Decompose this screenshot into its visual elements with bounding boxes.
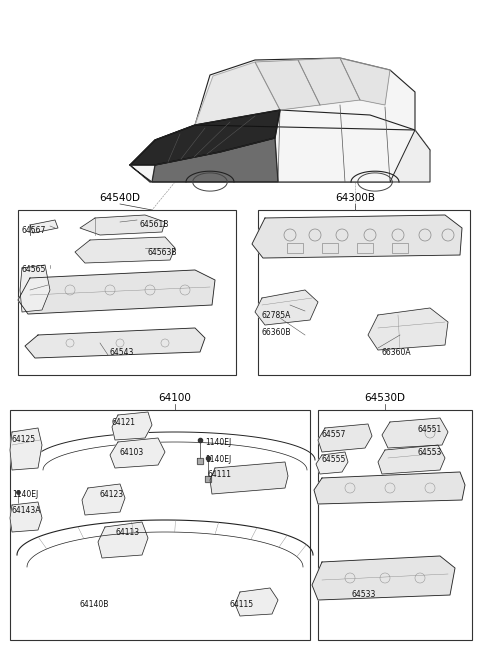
Polygon shape bbox=[368, 308, 448, 350]
Text: 64567: 64567 bbox=[22, 226, 47, 235]
Text: 64533: 64533 bbox=[352, 590, 376, 599]
Bar bbox=[18, 210, 236, 375]
Polygon shape bbox=[205, 476, 211, 482]
Polygon shape bbox=[252, 215, 462, 258]
Text: 64140B: 64140B bbox=[80, 600, 109, 609]
Bar bbox=[392, 243, 408, 253]
Polygon shape bbox=[112, 412, 152, 440]
Polygon shape bbox=[10, 502, 42, 532]
Polygon shape bbox=[378, 445, 445, 474]
Text: 64123: 64123 bbox=[100, 490, 124, 499]
Polygon shape bbox=[80, 215, 165, 235]
Text: 64565: 64565 bbox=[22, 265, 47, 274]
Polygon shape bbox=[210, 462, 288, 494]
Text: 64121: 64121 bbox=[112, 418, 136, 427]
Polygon shape bbox=[316, 452, 348, 474]
Polygon shape bbox=[255, 290, 318, 325]
Text: 64561B: 64561B bbox=[140, 220, 169, 229]
Polygon shape bbox=[152, 138, 278, 182]
Polygon shape bbox=[130, 110, 280, 165]
Bar bbox=[318, 410, 472, 640]
Bar bbox=[287, 243, 303, 253]
Polygon shape bbox=[197, 458, 203, 464]
Polygon shape bbox=[318, 424, 372, 452]
Polygon shape bbox=[390, 130, 430, 182]
Text: 1140EJ: 1140EJ bbox=[205, 455, 231, 464]
Text: 1140EJ: 1140EJ bbox=[12, 490, 38, 499]
Text: 64555: 64555 bbox=[322, 455, 347, 464]
Polygon shape bbox=[195, 58, 415, 130]
Polygon shape bbox=[30, 220, 58, 233]
Text: 64103: 64103 bbox=[120, 448, 144, 457]
Bar bbox=[10, 410, 310, 640]
Text: 64300B: 64300B bbox=[335, 193, 375, 203]
Text: 64530D: 64530D bbox=[364, 393, 406, 403]
Polygon shape bbox=[340, 58, 390, 105]
Bar bbox=[258, 210, 470, 375]
Polygon shape bbox=[298, 58, 360, 105]
Text: 64563B: 64563B bbox=[148, 248, 178, 257]
Text: 64557: 64557 bbox=[322, 430, 347, 439]
Polygon shape bbox=[130, 110, 430, 182]
Polygon shape bbox=[98, 522, 148, 558]
Text: 64543: 64543 bbox=[110, 348, 134, 357]
Bar bbox=[357, 243, 373, 253]
Polygon shape bbox=[130, 165, 152, 182]
Text: 64100: 64100 bbox=[158, 393, 192, 403]
Text: 64540D: 64540D bbox=[99, 193, 141, 203]
Text: 1140EJ: 1140EJ bbox=[205, 438, 231, 447]
Polygon shape bbox=[18, 270, 215, 314]
Text: 64125: 64125 bbox=[12, 435, 36, 444]
Polygon shape bbox=[10, 428, 42, 470]
Bar bbox=[322, 243, 338, 253]
Polygon shape bbox=[110, 438, 165, 468]
Text: 64551: 64551 bbox=[418, 425, 442, 434]
Polygon shape bbox=[195, 62, 280, 125]
Polygon shape bbox=[25, 328, 205, 358]
Polygon shape bbox=[82, 484, 125, 515]
Text: 64113: 64113 bbox=[115, 528, 139, 537]
Polygon shape bbox=[20, 265, 50, 312]
Text: 64553: 64553 bbox=[418, 448, 443, 457]
Text: 64143A: 64143A bbox=[12, 506, 41, 515]
Text: 66360A: 66360A bbox=[382, 348, 412, 357]
Polygon shape bbox=[235, 588, 278, 616]
Polygon shape bbox=[255, 60, 320, 110]
Polygon shape bbox=[314, 472, 465, 504]
Text: 64111: 64111 bbox=[208, 470, 232, 479]
Text: 62785A: 62785A bbox=[262, 311, 291, 320]
Text: 66360B: 66360B bbox=[262, 328, 291, 337]
Polygon shape bbox=[382, 418, 448, 448]
Text: 64115: 64115 bbox=[230, 600, 254, 609]
Polygon shape bbox=[312, 556, 455, 600]
Polygon shape bbox=[75, 237, 175, 263]
